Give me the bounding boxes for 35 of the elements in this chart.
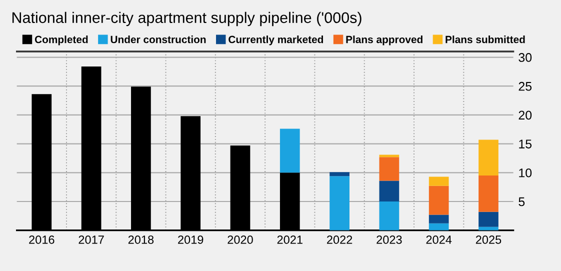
bar	[280, 128, 300, 173]
legend-label: Plans approved	[346, 36, 422, 46]
x-tick-label: 2023	[376, 236, 402, 244]
bar	[330, 172, 350, 176]
legend-label: Currently marketed	[228, 36, 324, 46]
x-tick-label: 2022	[327, 236, 352, 244]
x-tick-label: 2017	[78, 236, 104, 244]
x-tick-label: 2021	[277, 236, 302, 244]
y-tick-label: 5	[518, 197, 525, 206]
y-tick-label: 30	[518, 53, 532, 62]
x-tick-label: 2016	[29, 236, 54, 244]
x-tick-label: 2018	[128, 236, 154, 244]
y-tick-label: 20	[518, 110, 532, 120]
bar	[330, 176, 350, 230]
legend-label: Completed	[34, 36, 88, 46]
bar	[379, 202, 400, 230]
bar	[379, 157, 400, 181]
bar	[428, 176, 449, 186]
bar	[478, 140, 498, 176]
x-tick-label: 2025	[476, 236, 502, 244]
legend-label: Under construction	[110, 36, 206, 44]
chart-title: National inner-city apartment supply pipeline ('000s)	[12, 12, 362, 26]
legend-label: Plans submitted	[446, 36, 525, 44]
x-tick-label: 2024	[426, 236, 452, 244]
bar	[478, 176, 498, 212]
bar	[428, 214, 449, 224]
x-tick-label: 2019	[178, 236, 204, 244]
bar	[379, 180, 400, 202]
bar	[478, 212, 498, 227]
bar	[428, 186, 449, 215]
y-tick-label: 10	[519, 168, 532, 178]
y-tick-label: 25	[518, 82, 532, 91]
x-tick-label: 2020	[228, 236, 253, 244]
bar	[428, 223, 449, 230]
y-tick-label: 15	[519, 140, 532, 148]
